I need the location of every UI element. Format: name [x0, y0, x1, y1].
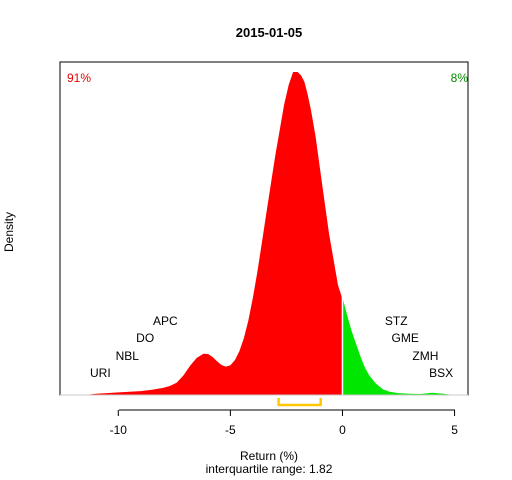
x-axis-label: Return (%): [240, 449, 298, 463]
tail-labels: APC DO NBL URI STZ GME ZMH BSX: [90, 314, 453, 380]
tail-label: URI: [90, 366, 111, 380]
plot-area: [59, 61, 469, 407]
x-tick-label: -5: [225, 423, 236, 437]
tail-label: APC: [153, 314, 178, 328]
x-axis: -10 -5 0 5: [110, 410, 458, 437]
tail-label: NBL: [116, 349, 140, 363]
x-axis-subtitle: interquartile range: 1.82: [206, 462, 333, 476]
tail-label: BSX: [429, 366, 453, 380]
tail-label: ZMH: [412, 349, 438, 363]
tail-label: STZ: [385, 314, 408, 328]
positive-density-area: [342, 298, 455, 395]
negative-density-area: [84, 72, 343, 395]
x-tick-label: 5: [451, 423, 458, 437]
positive-share-label: 8%: [451, 71, 469, 85]
x-tick-label: -10: [110, 423, 128, 437]
tail-label: DO: [136, 331, 154, 345]
y-axis-label: Density: [2, 212, 16, 252]
chart-title: 2015-01-05: [236, 25, 303, 40]
x-tick-label: 0: [339, 423, 346, 437]
negative-share-label: 91%: [67, 71, 91, 85]
iqr-bracket: [277, 398, 322, 407]
tail-label: GME: [392, 331, 419, 345]
